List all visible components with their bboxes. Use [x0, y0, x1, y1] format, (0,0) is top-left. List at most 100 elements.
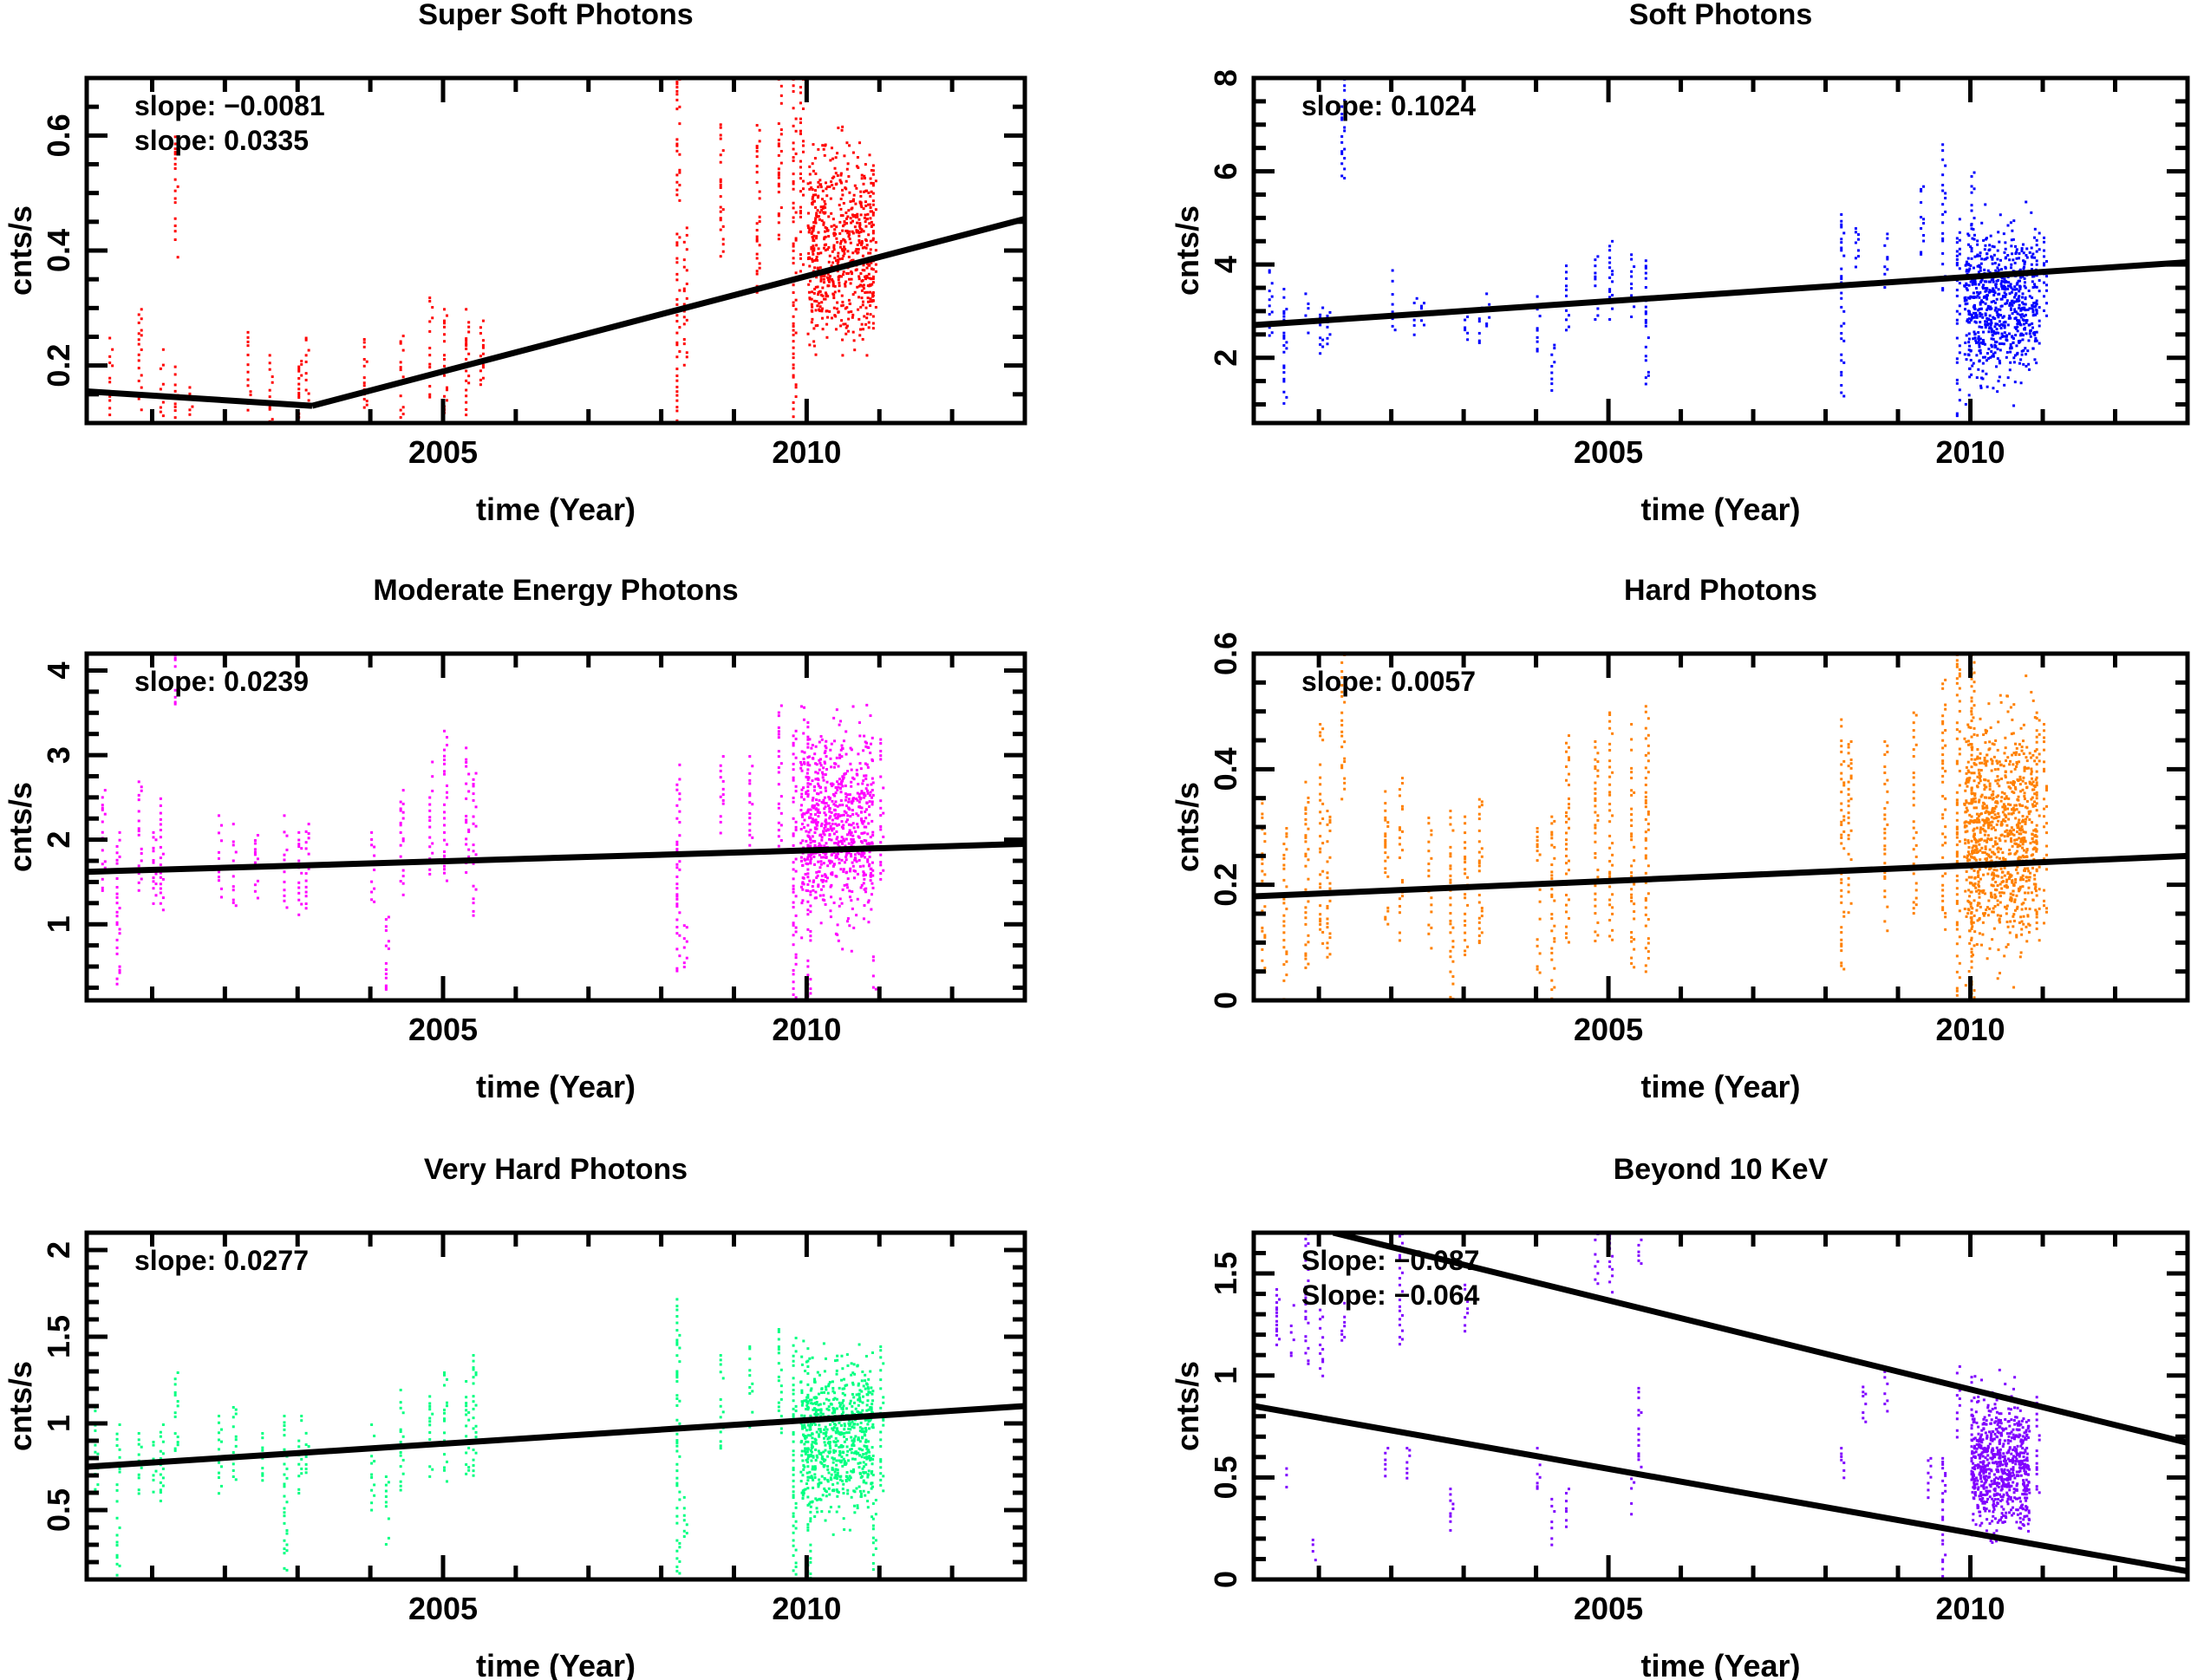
data-point — [1955, 970, 1959, 973]
data-point — [838, 857, 841, 861]
data-point — [799, 129, 802, 133]
data-point — [851, 230, 854, 233]
data-point — [1999, 327, 2003, 330]
data-point — [820, 771, 824, 774]
data-point — [792, 124, 795, 127]
data-point — [1958, 238, 1961, 242]
data-point — [1981, 301, 1985, 304]
data-point — [1985, 731, 1988, 734]
data-point — [868, 277, 871, 280]
data-point — [792, 768, 795, 772]
data-point — [1995, 328, 1999, 331]
data-point — [792, 415, 795, 419]
data-point — [813, 804, 817, 807]
data-point — [801, 144, 805, 147]
data-point — [856, 798, 859, 802]
data-point — [173, 151, 177, 154]
data-point — [1391, 310, 1394, 314]
data-point — [812, 889, 815, 892]
data-point — [481, 343, 485, 347]
data-point — [682, 338, 686, 342]
data-point — [442, 868, 446, 871]
data-point — [825, 294, 828, 297]
data-point — [799, 215, 802, 218]
data-point — [1304, 840, 1307, 843]
data-point — [1343, 781, 1347, 785]
data-point — [1941, 843, 1945, 847]
data-point — [399, 800, 402, 804]
data-point — [297, 845, 301, 849]
data-point — [2024, 347, 2027, 350]
data-point — [1977, 885, 1980, 889]
data-point — [867, 842, 871, 845]
data-point — [833, 290, 837, 294]
data-point — [777, 142, 780, 146]
data-point — [842, 270, 845, 274]
data-point — [2027, 339, 2031, 342]
data-point — [1477, 861, 1481, 864]
data-point — [823, 236, 826, 239]
data-point — [1304, 812, 1307, 816]
data-point — [1912, 772, 1915, 775]
data-point — [1992, 874, 1996, 877]
data-point — [2020, 902, 2024, 906]
data-point — [1970, 677, 1973, 680]
data-point — [2035, 835, 2038, 838]
data-point — [2020, 247, 2024, 251]
data-point — [1966, 232, 1970, 236]
data-point — [812, 226, 815, 230]
data-point — [1958, 700, 1961, 703]
data-point — [1958, 784, 1961, 787]
data-point — [1955, 874, 1959, 877]
data-point — [839, 748, 843, 752]
data-point — [1979, 779, 1982, 783]
data-point — [173, 695, 177, 699]
data-point — [871, 974, 875, 978]
data-point — [1319, 792, 1322, 796]
data-point — [801, 193, 805, 197]
data-point — [792, 147, 795, 151]
data-point — [850, 780, 853, 784]
data-point — [1630, 813, 1633, 817]
data-point — [1261, 828, 1264, 831]
data-point — [2021, 338, 2025, 342]
data-point — [362, 397, 366, 400]
data-point — [2043, 264, 2046, 267]
data-point — [852, 926, 856, 929]
data-point — [161, 382, 165, 386]
data-point — [1427, 816, 1431, 819]
data-point — [1568, 806, 1570, 810]
data-point — [1536, 308, 1539, 311]
data-point — [1970, 700, 1973, 703]
data-point — [1984, 806, 1987, 810]
data-point — [820, 874, 824, 877]
data-point — [115, 977, 119, 980]
data-point — [828, 280, 831, 283]
data-point — [1970, 250, 1973, 253]
data-point — [1647, 892, 1650, 895]
data-point — [1608, 726, 1612, 730]
data-point — [399, 807, 402, 811]
data-point — [1647, 771, 1650, 774]
data-point — [809, 837, 812, 841]
data-point — [2011, 844, 2014, 848]
data-point — [2012, 258, 2015, 262]
data-point — [472, 914, 475, 917]
data-point — [2013, 308, 2017, 311]
data-point — [1565, 288, 1568, 291]
data-point — [1630, 294, 1633, 297]
data-point — [1958, 672, 1961, 675]
data-point — [1384, 816, 1387, 819]
data-point — [1594, 831, 1597, 835]
data-point — [847, 317, 851, 321]
data-point — [792, 244, 795, 248]
data-point — [1958, 351, 1961, 355]
data-point — [1449, 912, 1452, 915]
data-point — [1398, 843, 1401, 846]
data-point — [1941, 753, 1945, 757]
data-point — [829, 748, 832, 752]
data-point — [828, 810, 831, 813]
data-point — [822, 879, 825, 882]
data-point — [1633, 791, 1636, 794]
data-point — [297, 898, 301, 902]
